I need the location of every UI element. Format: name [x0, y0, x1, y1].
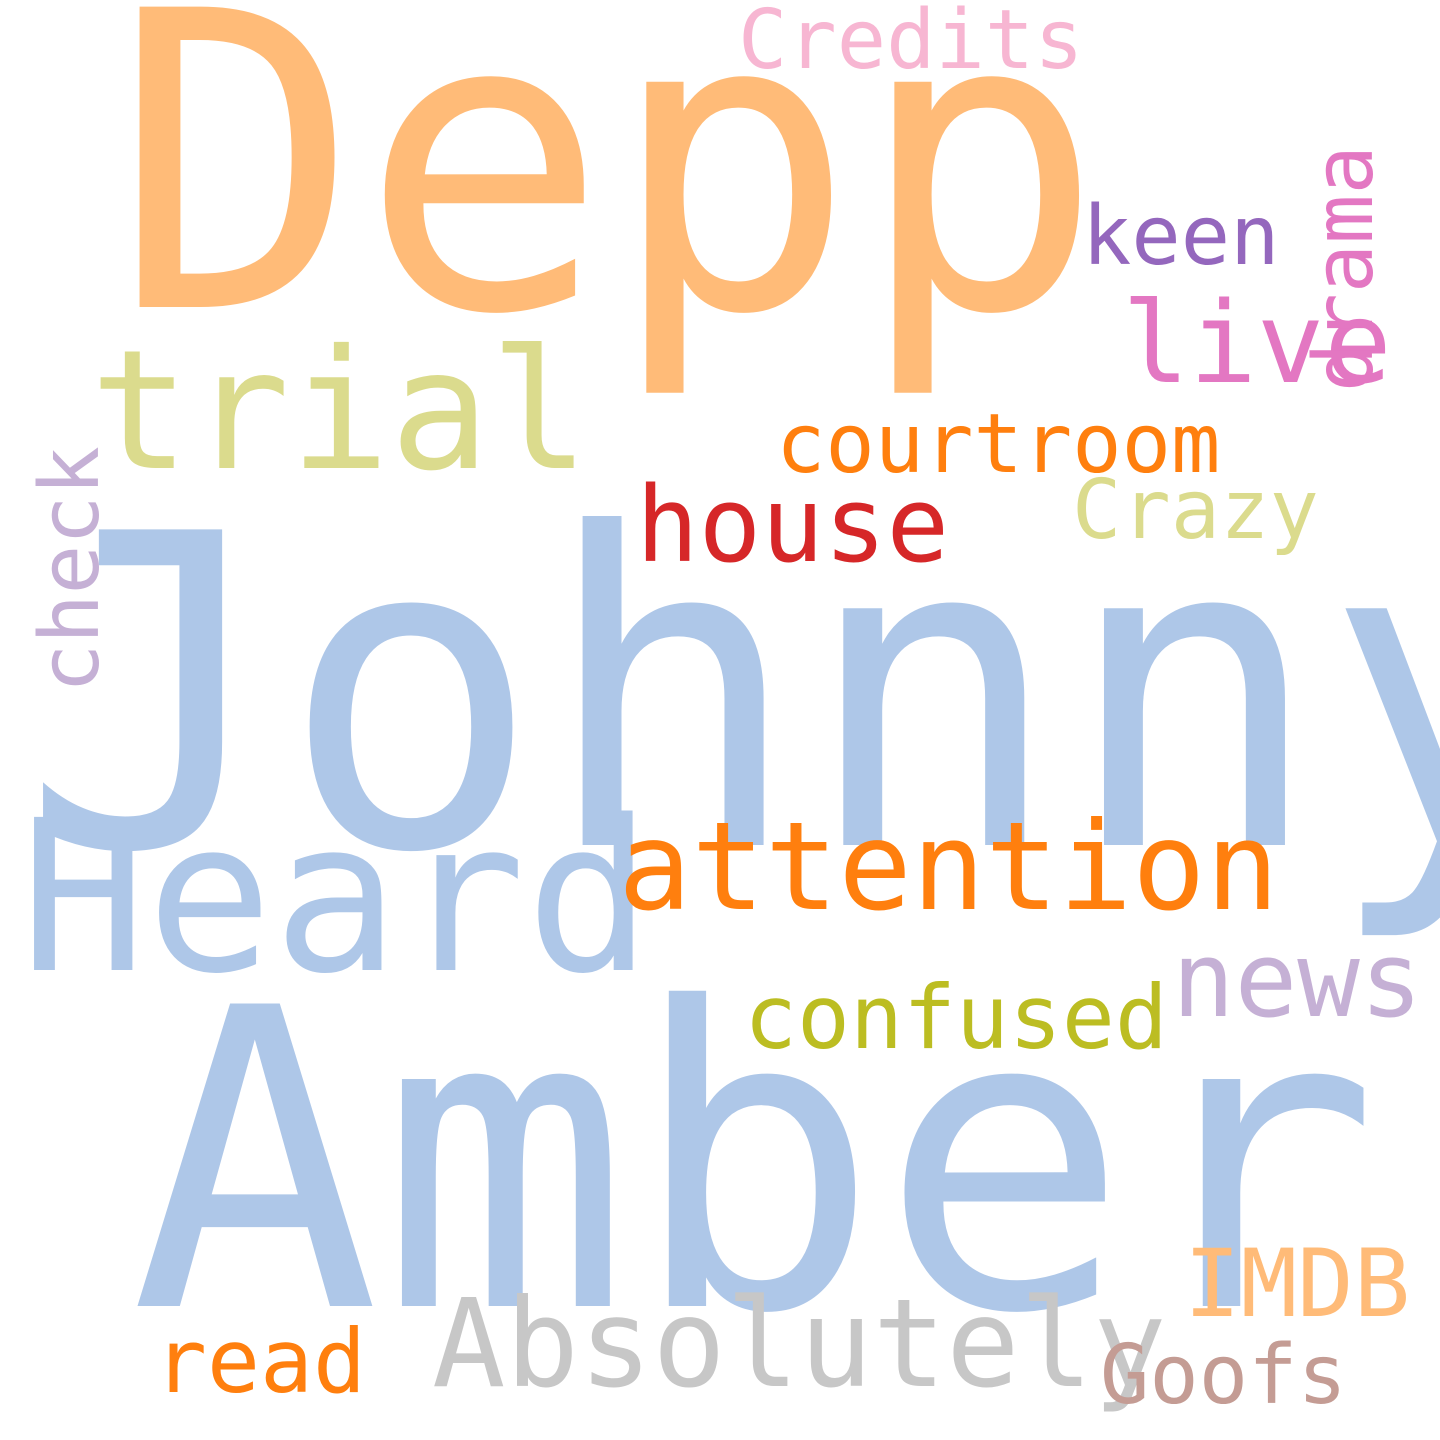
word-house: house — [636, 464, 950, 586]
word-confused: confused — [744, 966, 1168, 1069]
word-goofs: Goofs — [1100, 1328, 1347, 1423]
word-keen: keen — [1082, 189, 1280, 284]
word-live: live — [1122, 279, 1392, 409]
word-imdb: IMDB — [1184, 1230, 1411, 1339]
word-heard: Heard — [20, 775, 653, 1020]
word-johnny: Johnny — [20, 444, 1440, 948]
word-check: check — [23, 446, 118, 693]
word-courtroom: courtroom — [776, 397, 1221, 492]
word-absolutely: Absolutely — [432, 1273, 1167, 1415]
word-credits: Credits — [738, 0, 1084, 88]
word-depp: Depp — [112, 0, 1105, 405]
word-amber: Amber — [130, 921, 1380, 1404]
word-news: news — [1172, 919, 1423, 1041]
word-crazy: Crazy — [1072, 463, 1319, 558]
word-drama: drama — [1297, 145, 1392, 392]
word-attention: attention — [618, 796, 1280, 938]
word-trial: trial — [90, 315, 590, 508]
word-read: read — [154, 1310, 366, 1413]
